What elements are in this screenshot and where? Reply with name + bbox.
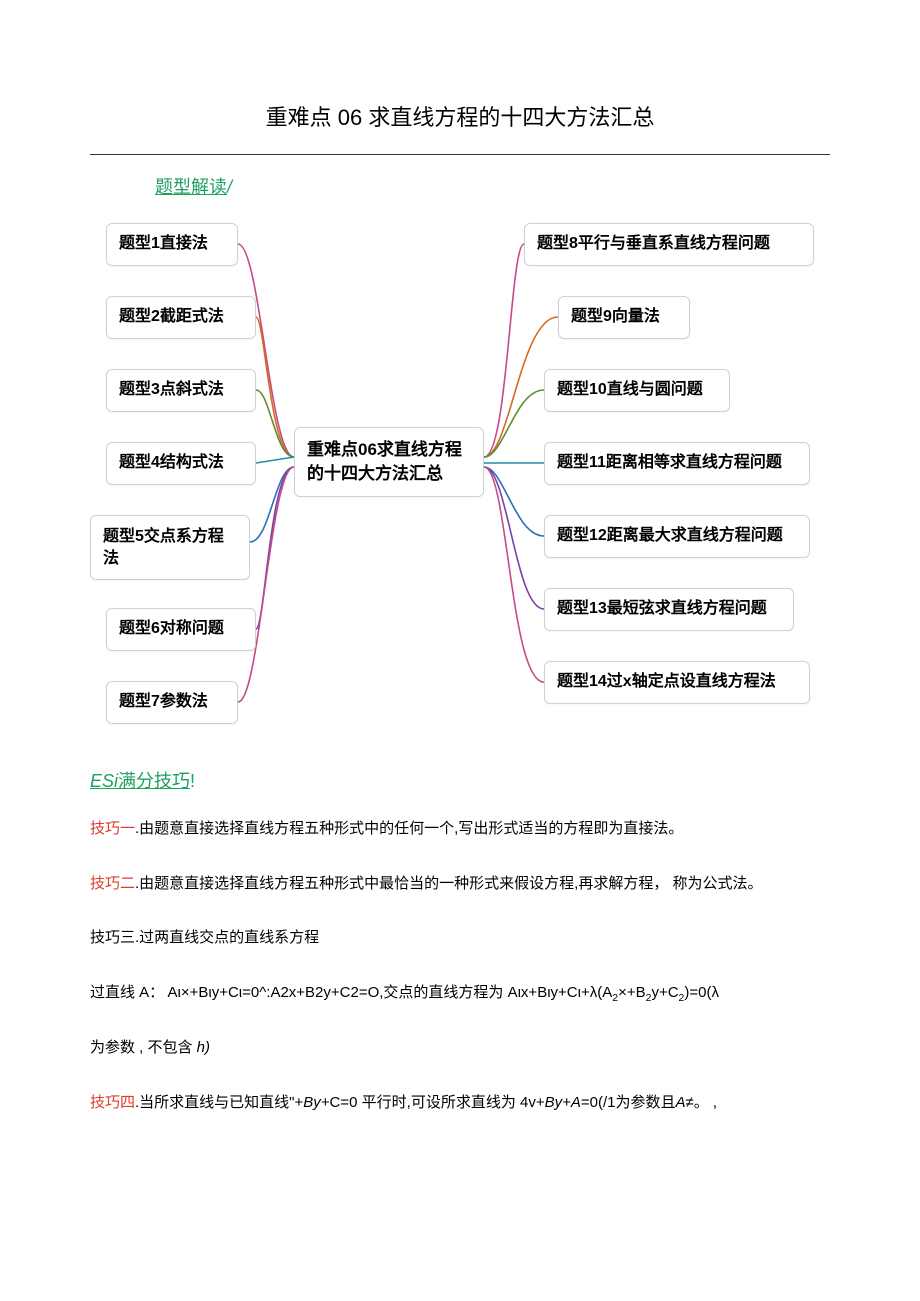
tips-header-bang: ! [190, 771, 195, 791]
mindmap-node: 题型12距离最大求直线方程问题 [544, 515, 810, 558]
tip-label: 技巧一 [90, 820, 135, 837]
mindmap-edge [256, 467, 294, 629]
mindmap-edge [484, 390, 544, 457]
tip-line: 技巧二.由题意直接选择直线方程五种形式中最恰当的一种形式来假设方程,再求解方程，… [90, 870, 830, 899]
mindmap-node: 题型3点斜式法 [106, 369, 256, 412]
mindmap-edge [238, 244, 294, 457]
mindmap-edge [256, 317, 294, 457]
mindmap-node: 题型1直接法 [106, 223, 238, 266]
tip-label: 技巧四 [90, 1094, 135, 1111]
mindmap: 重难点06求直线方程的十四大方法汇总 题型1直接法题型2截距式法题型3点斜式法题… [90, 209, 830, 749]
mindmap-node: 题型9向量法 [558, 296, 690, 339]
section-label-text: 题型解读 [155, 177, 227, 197]
mindmap-node: 题型14过x轴定点设直线方程法 [544, 661, 810, 704]
tips-header-rest: 满分技巧 [118, 771, 190, 791]
tips-header-esi: ESi [90, 771, 118, 791]
tip-label: 技巧二 [90, 875, 135, 892]
tips-body: 技巧一.由题意直接选择直线方程五种形式中的任何一个,写出形式适当的方程即为直接法… [90, 815, 830, 1117]
tip-text: .由题意直接选择直线方程五种形式中最恰当的一种形式来假设方程,再求解方程， 称为… [135, 875, 763, 892]
mindmap-edge [484, 467, 544, 609]
tip-line: 技巧三.过两直线交点的直线系方程 [90, 924, 830, 953]
mindmap-edge [484, 467, 544, 536]
mindmap-center-node: 重难点06求直线方程的十四大方法汇总 [294, 427, 484, 497]
mindmap-node: 题型5交点系方程法 [90, 515, 250, 580]
mindmap-node: 题型10直线与圆问题 [544, 369, 730, 412]
tips-header: ESi满分技巧! [90, 767, 830, 793]
mindmap-edge [484, 467, 544, 682]
tip-text: .由题意直接选择直线方程五种形式中的任何一个,写出形式适当的方程即为直接法。 [135, 820, 683, 837]
mindmap-node: 题型7参数法 [106, 681, 238, 724]
mindmap-edge [484, 244, 524, 457]
mindmap-edge [250, 467, 294, 542]
mindmap-edge [256, 457, 294, 463]
tip-text: 过直线 A： Aι×+Bιy+Cι=0^:A2x+B2y+C2=O,交点的直线方… [90, 984, 719, 1001]
mindmap-node: 题型2截距式法 [106, 296, 256, 339]
tip-text: 为参数 , 不包含 h) [90, 1039, 210, 1056]
mindmap-node: 题型6对称问题 [106, 608, 256, 651]
tip-text: .当所求直线与已知直线"+By+C=0 平行时,可设所求直线为 4v+By+A=… [135, 1094, 717, 1111]
section-label: 题型解读/ [155, 173, 830, 199]
mindmap-edge [256, 390, 294, 457]
mindmap-node: 题型8平行与垂直系直线方程问题 [524, 223, 814, 266]
mindmap-edge [238, 467, 294, 702]
tip-line: 过直线 A： Aι×+Bιy+Cι=0^:A2x+B2y+C2=O,交点的直线方… [90, 979, 830, 1009]
tip-text: 技巧三.过两直线交点的直线系方程 [90, 929, 319, 946]
page-title: 重难点 06 求直线方程的十四大方法汇总 [90, 100, 830, 132]
tip-line: 技巧一.由题意直接选择直线方程五种形式中的任何一个,写出形式适当的方程即为直接法… [90, 815, 830, 844]
mindmap-node: 题型4结构式法 [106, 442, 256, 485]
tip-line: 技巧四.当所求直线与已知直线"+By+C=0 平行时,可设所求直线为 4v+By… [90, 1089, 830, 1118]
section-label-slash: / [227, 177, 232, 197]
mindmap-node: 题型11距离相等求直线方程问题 [544, 442, 810, 485]
mindmap-node: 题型13最短弦求直线方程问题 [544, 588, 794, 631]
title-rule [90, 154, 830, 155]
tip-line: 为参数 , 不包含 h) [90, 1034, 830, 1063]
